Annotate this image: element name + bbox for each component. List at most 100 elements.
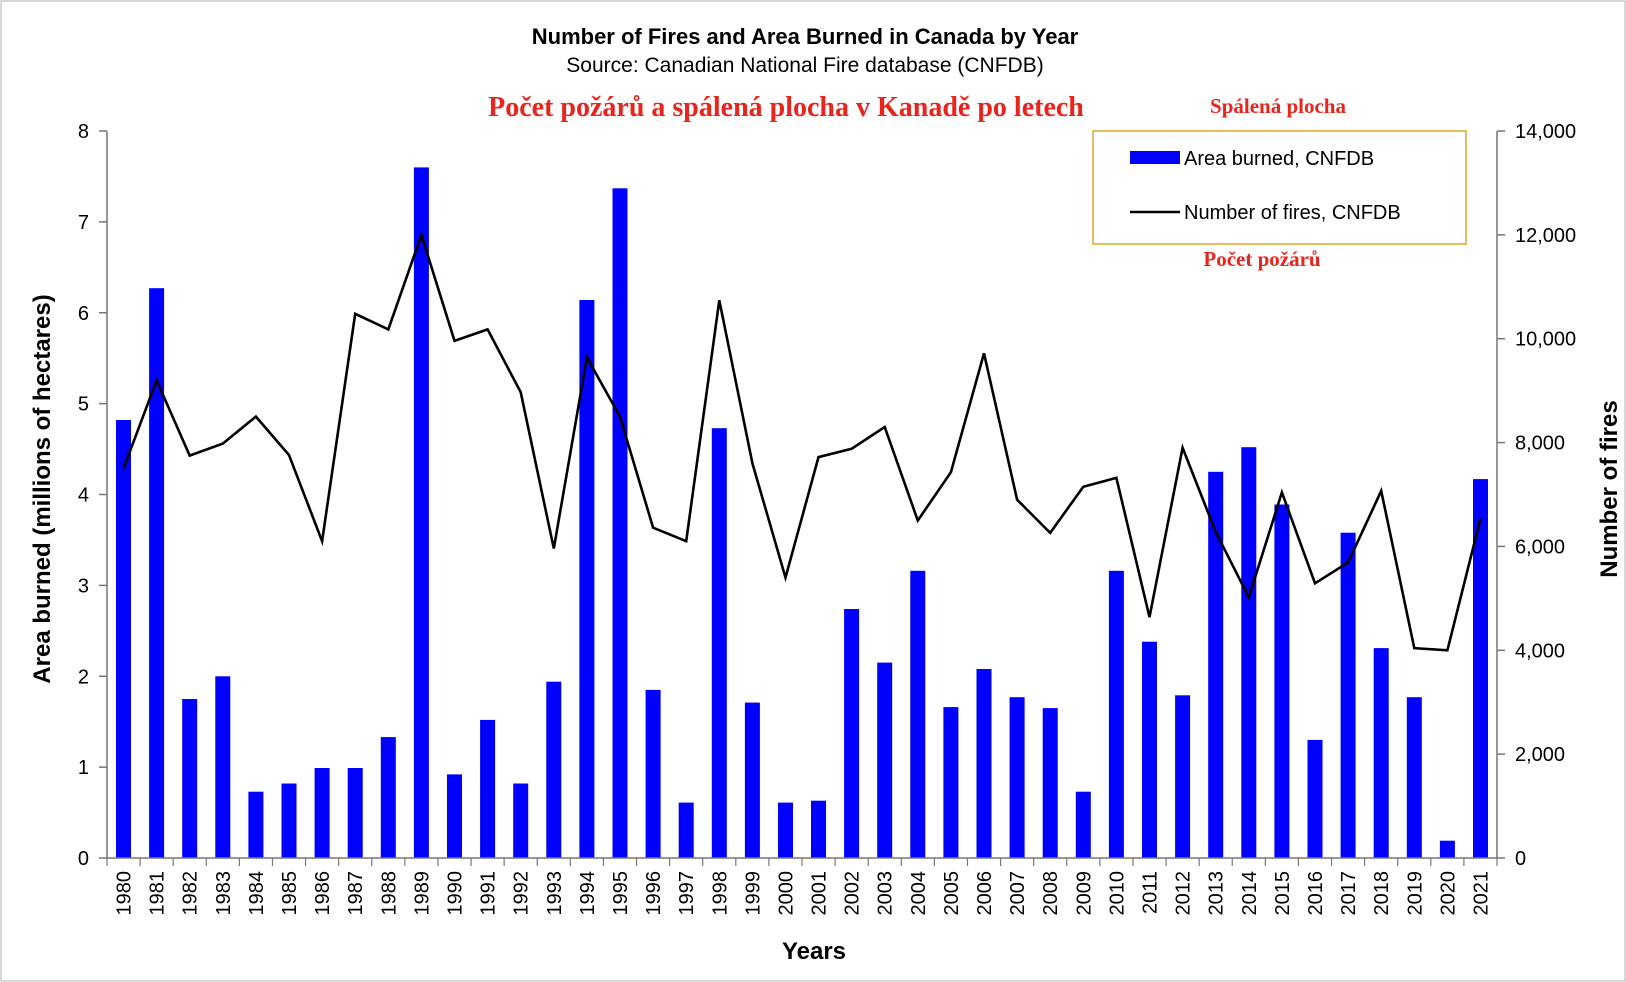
x-tick-label: 1981 [147, 871, 169, 916]
bar-2005 [943, 707, 959, 858]
bar-2011 [1142, 641, 1157, 858]
right-tick-label: 10,000 [1515, 329, 1576, 351]
x-tick-label: 1990 [445, 871, 467, 916]
bar-2013 [1208, 471, 1224, 858]
x-tick-label: 1983 [213, 871, 235, 916]
left-tick-label: 5 [78, 394, 89, 416]
left-tick-label: 2 [78, 666, 89, 688]
x-tick-label: 2021 [1471, 871, 1493, 916]
bar-2012 [1175, 695, 1191, 858]
x-tick-label: 1985 [279, 871, 301, 916]
x-tick-label: 2019 [1404, 871, 1426, 916]
bar-1995 [612, 188, 628, 859]
x-tick-label: 1999 [742, 871, 764, 916]
x-tick-label: 2015 [1272, 871, 1294, 916]
x-tick-label: 1986 [312, 871, 334, 916]
x-tick-label: 2011 [1140, 871, 1162, 914]
bar-1988 [380, 737, 396, 858]
bar-1986 [314, 768, 330, 858]
bar-2017 [1340, 532, 1356, 858]
bar-2001 [811, 800, 826, 858]
x-tick-label: 1991 [478, 871, 500, 916]
x-tick-label: 1994 [577, 871, 599, 916]
bar-2006 [976, 669, 992, 858]
bar-1991 [480, 719, 496, 858]
left-axis-ticks: 0 1 2 3 4 5 6 7 8 [78, 121, 107, 870]
left-tick-label: 8 [78, 121, 89, 143]
right-tick-label: 14,000 [1515, 121, 1576, 143]
bar-2020 [1439, 840, 1455, 858]
bar-2021 [1473, 479, 1488, 858]
x-tick-label: 1984 [246, 871, 268, 916]
x-tick-label: 2005 [941, 871, 963, 916]
bar-2018 [1373, 648, 1389, 858]
x-tick-label: 1998 [709, 871, 731, 916]
bar-2007 [1009, 697, 1025, 858]
bar-2015 [1274, 504, 1290, 858]
x-axis-title: Years [782, 938, 846, 965]
x-tick-label: 1982 [180, 871, 202, 916]
left-tick-label: 3 [78, 575, 89, 597]
bar-1983 [215, 676, 231, 859]
right-tick-label: 6,000 [1515, 536, 1565, 558]
x-tick-label: 2006 [974, 871, 996, 916]
bar-2010 [1108, 570, 1124, 858]
legend-box [1092, 130, 1467, 245]
legend-area-label: Area burned, CNFDB [1184, 148, 1374, 170]
bar-2019 [1406, 697, 1422, 858]
bar-2004 [910, 570, 926, 858]
legend-fires-label: Number of fires, CNFDB [1184, 202, 1401, 224]
right-tick-label: 0 [1515, 848, 1526, 870]
bar-1997 [678, 802, 694, 858]
left-axis-title: Area burned (millions of hectares) [29, 294, 56, 683]
bar-1994 [579, 300, 595, 858]
right-axis-title: Number of fires [1596, 400, 1623, 577]
x-tick-label: 2001 [809, 871, 831, 916]
x-tick-label: 2012 [1173, 871, 1195, 916]
x-tick-label: 1989 [411, 871, 433, 916]
x-tick-label: 2009 [1073, 871, 1095, 916]
bar-1998 [711, 428, 727, 858]
legend: Area burned, CNFDB Number of fires, CNFD… [1092, 130, 1467, 245]
x-tick-label: 2008 [1040, 871, 1062, 916]
legend-area-swatch [1130, 151, 1180, 164]
bar-1984 [248, 791, 264, 858]
bar-1990 [447, 774, 462, 858]
x-tick-label: 1988 [378, 871, 400, 916]
left-tick-label: 4 [78, 485, 89, 507]
x-tick-label: 2016 [1305, 871, 1327, 916]
right-tick-label: 8,000 [1515, 433, 1565, 455]
bar-1996 [645, 689, 661, 858]
translated-title-annotation: Počet požárů a spálená plocha v Kanadě p… [488, 92, 1084, 123]
x-tick-label: 2014 [1239, 871, 1261, 916]
x-tick-label: 1996 [643, 871, 665, 916]
bar-1993 [546, 681, 562, 858]
bar-1985 [281, 783, 297, 858]
bar-1980 [116, 420, 131, 858]
bar-1982 [182, 699, 198, 858]
bar-2000 [778, 802, 793, 858]
x-tick-label: 2013 [1206, 871, 1228, 916]
x-tick-label: 2010 [1106, 871, 1128, 916]
bar-1987 [347, 768, 363, 858]
x-axis-ticks: 1980 1981 1982 1983 1984 1985 1986 1987 1988 1989… [106, 858, 1498, 916]
x-tick-label: 2007 [1007, 871, 1029, 916]
x-tick-label: 1993 [544, 871, 566, 916]
x-tick-label: 2020 [1437, 871, 1459, 916]
bar-1999 [744, 702, 760, 858]
right-tick-label: 4,000 [1515, 640, 1565, 662]
translated-fires-annotation: Počet požárů [1203, 247, 1321, 271]
right-tick-label: 2,000 [1515, 744, 1565, 766]
x-tick-label: 1995 [610, 871, 632, 916]
line-layer [122, 230, 1482, 652]
chart-title: Number of Fires and Area Burned in Canad… [532, 24, 1079, 49]
x-tick-label: 2003 [875, 871, 897, 916]
bar-2003 [877, 662, 893, 858]
left-tick-label: 6 [78, 303, 89, 325]
x-tick-label: 1997 [676, 871, 698, 916]
x-tick-label: 2000 [776, 871, 798, 916]
bar-2008 [1042, 708, 1058, 858]
fires-series-line [122, 230, 1482, 652]
x-tick-label: 1992 [511, 871, 533, 916]
